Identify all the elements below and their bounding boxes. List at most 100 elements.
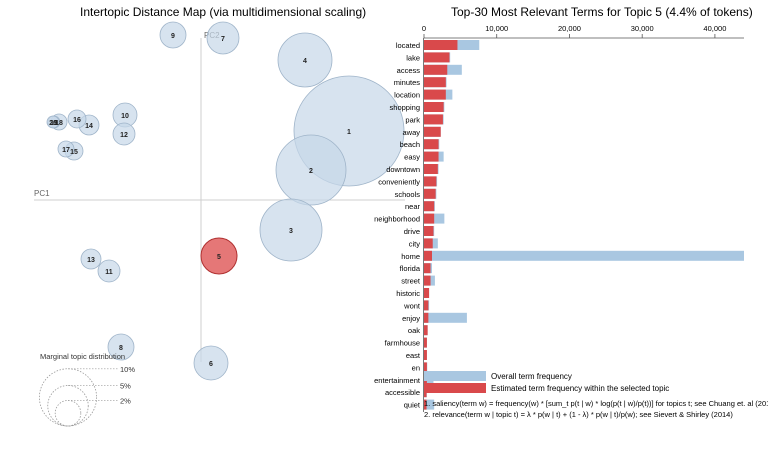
topic-bar-location xyxy=(424,89,446,100)
topic-circle-9 xyxy=(159,21,187,49)
topic-label-14: 14 xyxy=(85,123,93,130)
term-label-historic: historic xyxy=(396,289,420,298)
topic-label-13: 13 xyxy=(87,257,95,264)
term-label-easy: easy xyxy=(404,153,420,162)
term-label-en: en xyxy=(412,363,420,372)
topic-label-11: 11 xyxy=(105,269,113,276)
topic-bar-easy xyxy=(424,151,439,162)
topic-frequency-legend-label: Estimated term frequency within the sele… xyxy=(491,384,670,393)
term-label-oak: oak xyxy=(408,326,420,335)
term-bar-chart: 0 10,000 20,000 30,000 40,000 located lake acce… xyxy=(374,24,744,412)
topic-label-16: 16 xyxy=(73,117,81,124)
topic-frequency-swatch xyxy=(424,383,486,393)
x-tick-label-0: 0 xyxy=(422,24,426,33)
map-title: Intertopic Distance Map (via multidimens… xyxy=(80,5,367,19)
topic-bar-city xyxy=(424,238,433,249)
topic-bar-access xyxy=(424,64,448,75)
topic-circle-7 xyxy=(206,21,240,55)
topic-label-5: 5 xyxy=(217,254,221,261)
term-label-park: park xyxy=(405,115,420,124)
topic-bar-historic xyxy=(424,288,430,298)
topic-circle-8 xyxy=(107,333,135,361)
topic-label-15: 15 xyxy=(70,149,78,156)
topic-bar-shopping xyxy=(424,102,444,112)
topic-label-20: 20 xyxy=(49,120,57,127)
topic-circle-13 xyxy=(80,248,102,270)
term-label-farmhouse: farmhouse xyxy=(385,339,420,348)
topic-label-2: 2 xyxy=(309,168,313,175)
topic-circle-5 xyxy=(200,237,238,275)
term-label-located: located xyxy=(396,41,420,50)
bar-chart-title: Top-30 Most Relevant Terms for Topic 5 (… xyxy=(451,5,753,19)
term-label-downtown: downtown xyxy=(386,165,420,174)
term-label-east: east xyxy=(406,351,421,360)
topic-bar-located xyxy=(424,40,458,50)
x-tick-label-10000: 10,000 xyxy=(485,24,508,33)
topic-bar-quiet xyxy=(424,399,427,410)
term-label-accessible: accessible xyxy=(385,388,420,397)
topic-label-6: 6 xyxy=(209,361,213,368)
size-legend-circle-10 xyxy=(38,368,98,427)
topic-bar-street xyxy=(424,275,431,286)
topic-bar-east xyxy=(424,350,427,360)
topic-bar-drive xyxy=(424,226,434,236)
topic-label-19: 19 xyxy=(50,120,58,127)
topic-label-12: 12 xyxy=(120,132,128,139)
overall-bar-home xyxy=(424,250,744,261)
topic-bar-downtown xyxy=(424,164,438,174)
topic-label-10: 10 xyxy=(121,113,129,120)
size-legend-label-2: 2% xyxy=(120,396,131,405)
topic-circle-6 xyxy=(193,345,229,381)
overall-frequency-swatch xyxy=(424,371,486,381)
topic-label-18: 18 xyxy=(55,120,63,127)
intertopic-distance-map: PC1PC21234567891011121314151617181920Mar… xyxy=(34,21,405,427)
size-legend-label-10: 10% xyxy=(120,365,135,374)
topic-bar-florida xyxy=(424,263,431,274)
topic-label-4: 4 xyxy=(303,58,307,65)
term-label-wont: wont xyxy=(403,301,421,310)
topic-label-8: 8 xyxy=(119,345,123,352)
term-label-minutes: minutes xyxy=(394,78,421,87)
topic-circle-2 xyxy=(275,134,347,206)
term-label-access: access xyxy=(397,66,421,75)
term-label-location: location xyxy=(394,91,420,100)
size-legend-circle-2 xyxy=(54,400,82,427)
topic-label-9: 9 xyxy=(171,33,175,40)
topic-circle-16 xyxy=(67,109,87,129)
topic-bar-en xyxy=(424,362,427,373)
topic-label-17: 17 xyxy=(62,147,70,154)
topic-label-3: 3 xyxy=(289,228,293,235)
topic-bar-minutes xyxy=(424,77,446,88)
term-label-home: home xyxy=(401,252,420,261)
topic-bar-home xyxy=(424,250,432,261)
topic-circle-11 xyxy=(97,259,121,283)
term-label-drive: drive xyxy=(404,227,420,236)
topic-label-1: 1 xyxy=(347,129,351,136)
topic-circle-12 xyxy=(112,122,136,146)
size-legend-label-5: 5% xyxy=(120,382,131,391)
topic-bar-away xyxy=(424,126,441,137)
size-legend-title: Marginal topic distribution xyxy=(40,352,125,361)
term-label-enjoy: enjoy xyxy=(402,314,420,323)
topic-bar-enjoy xyxy=(424,312,429,323)
topic-bar-near xyxy=(424,201,435,212)
term-label-entertainment: entertainment xyxy=(374,376,421,385)
saliency-note: 1. saliency(term w) = frequency(w) * [su… xyxy=(424,399,768,408)
term-label-city: city xyxy=(409,239,421,248)
x-tick-label-30000: 30,000 xyxy=(631,24,654,33)
topic-bar-schools xyxy=(424,188,436,199)
term-label-shopping: shopping xyxy=(390,103,420,112)
term-label-florida: florida xyxy=(400,264,421,273)
term-label-street: street xyxy=(401,277,421,286)
topic-label-7: 7 xyxy=(221,36,225,43)
topic-circle-4 xyxy=(277,32,333,88)
x-tick-label-40000: 40,000 xyxy=(703,24,726,33)
overall-frequency-legend-label: Overall term frequency xyxy=(491,372,572,381)
topic-bar-oak xyxy=(424,325,428,336)
term-label-quiet: quiet xyxy=(404,401,421,410)
term-label-neighborhood: neighborhood xyxy=(374,215,420,224)
x-tick-label-20000: 20,000 xyxy=(558,24,581,33)
term-label-lake: lake xyxy=(406,53,420,62)
topic-bar-farmhouse xyxy=(424,337,427,348)
